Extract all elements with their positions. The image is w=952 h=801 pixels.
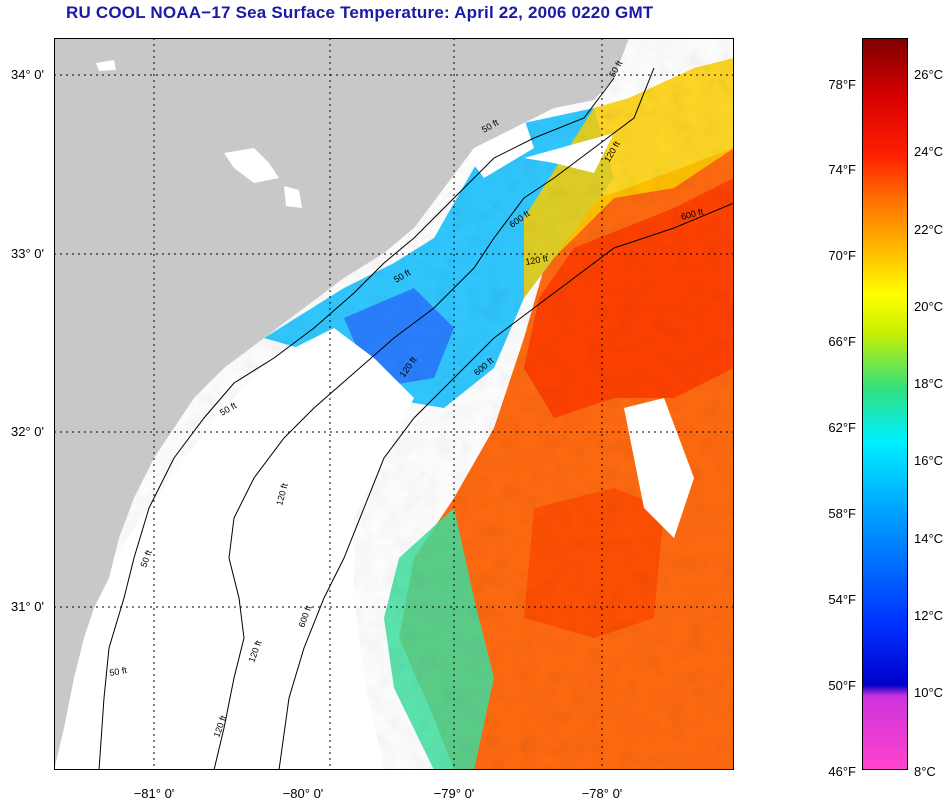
lat-label: 33° 0'	[11, 246, 44, 261]
colorbar-f-label: 58°F	[828, 506, 856, 521]
lat-label: 32° 0'	[11, 424, 44, 439]
inland-lake	[96, 60, 116, 71]
lon-label: −78° 0'	[581, 786, 623, 801]
temperature-colorbar	[862, 38, 908, 770]
lat-label: 31° 0'	[11, 599, 44, 614]
graticule	[54, 38, 734, 770]
colorbar-c-label: 8°C	[914, 764, 936, 779]
colorbar-c-label: 16°C	[914, 453, 944, 468]
contour-label: 50 ft	[109, 665, 128, 678]
contour-50ft	[98, 77, 615, 770]
colorbar-f-label: 74°F	[828, 162, 856, 177]
lon-label: −80° 0'	[282, 786, 324, 801]
colorbar-c-label: 18°C	[914, 376, 944, 391]
lon-label: −81° 0'	[133, 786, 175, 801]
colorbar-c-label: 20°C	[914, 299, 944, 314]
inland-lake	[224, 148, 279, 183]
colorbar-f-label: 78°F	[828, 77, 856, 92]
inland-lake	[284, 186, 302, 208]
cloud-gap	[524, 133, 614, 173]
colorbar-f-label: 46°F	[828, 764, 856, 779]
contour-600ft	[278, 202, 734, 770]
colorbar-c-label: 22°C	[914, 222, 944, 237]
lat-label: 34° 0'	[11, 67, 44, 82]
sst-map: 50 ft 120 ft 600 ft 50 ft 120 ft 600 ft …	[54, 38, 734, 770]
contour-label: 120 ft	[525, 253, 549, 267]
colorbar-f-label: 70°F	[828, 248, 856, 263]
lon-label: −79° 0'	[433, 786, 475, 801]
colorbar-f-label: 50°F	[828, 678, 856, 693]
colorbar-f-label: 62°F	[828, 420, 856, 435]
map-title: RU COOL NOAA−17 Sea Surface Temperature:…	[66, 3, 654, 22]
colorbar-f-label: 66°F	[828, 334, 856, 349]
colorbar-c-label: 26°C	[914, 67, 944, 82]
colorbar-f-label: 54°F	[828, 592, 856, 607]
colorbar-c-label: 14°C	[914, 531, 944, 546]
colorbar-c-label: 12°C	[914, 608, 944, 623]
inner-shelf-no-data	[54, 328, 414, 770]
colorbar-c-label: 10°C	[914, 685, 944, 700]
contour-120ft	[213, 67, 655, 770]
colorbar-c-label: 24°C	[914, 144, 944, 159]
cloud-gap	[624, 398, 694, 538]
land-mass	[54, 38, 629, 770]
